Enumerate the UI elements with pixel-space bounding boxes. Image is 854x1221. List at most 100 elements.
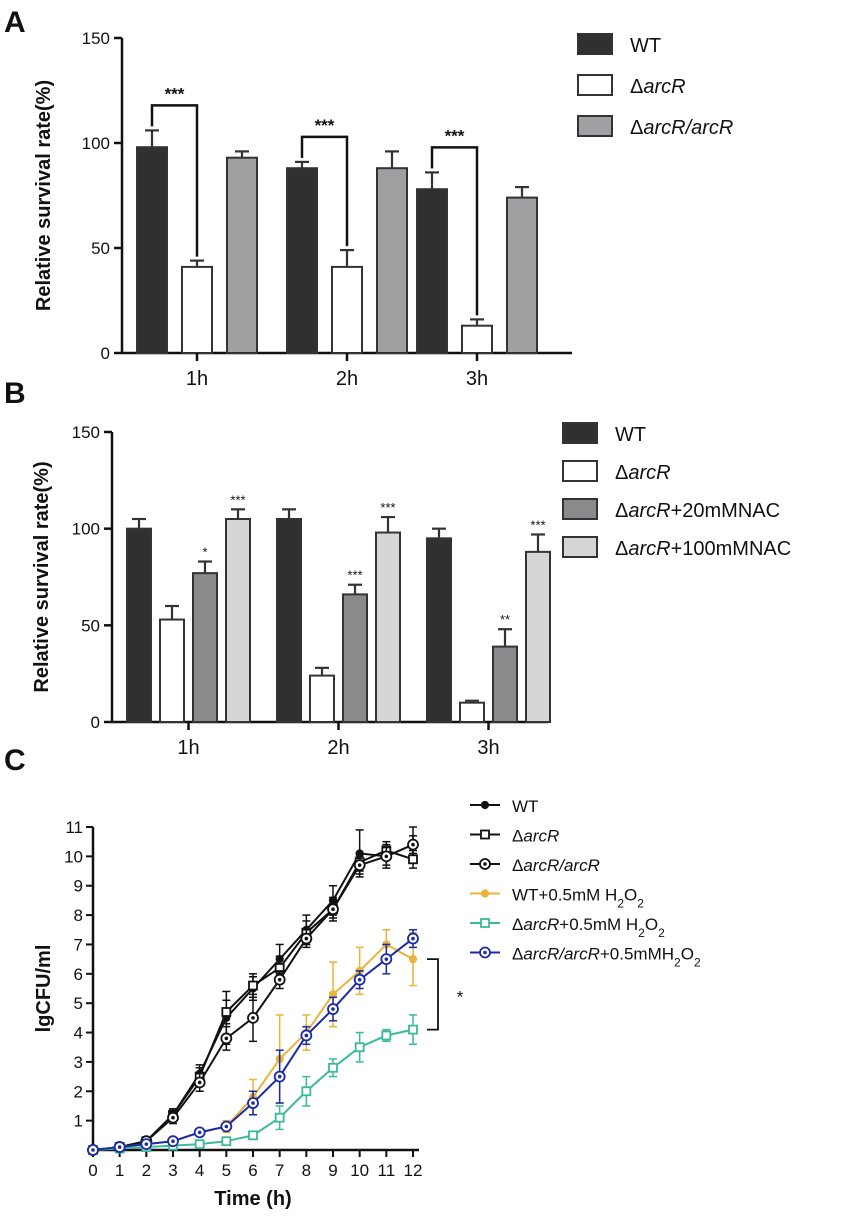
panel-c-x-tick-label: 8 xyxy=(302,1161,311,1180)
panel-b-legend-label-plain: Δ xyxy=(615,538,628,560)
panel-letter-c: C xyxy=(4,744,26,777)
panel-c-legend-label: ΔarcR xyxy=(512,827,559,846)
panel-c-data-point xyxy=(248,1130,258,1141)
panel-c-x-tick-label: 0 xyxy=(88,1161,97,1180)
panel-a-bar xyxy=(286,167,318,354)
panel-c-legend-label-italic: arcR xyxy=(523,827,559,846)
panel-b-legend-label-plain: Δ xyxy=(615,500,628,522)
panel-c-legend-sub: 2 xyxy=(694,956,701,970)
panel-c-legend-label-plain: Δ xyxy=(512,945,523,964)
panel-c-legend-marker xyxy=(480,829,490,840)
panel-b-legend-label-italic: arcR xyxy=(628,500,670,522)
panel-c-x-axis-label: Time (h) xyxy=(214,1188,291,1210)
panel-b-x-tick-label: 1h xyxy=(177,737,199,759)
panel-b-legend-label: ΔarcR xyxy=(615,462,671,484)
panel-a-y-tick-label: 100 xyxy=(82,134,110,153)
panel-c-data-point-center xyxy=(251,1016,255,1020)
panel-a-bar xyxy=(181,265,213,354)
panel-c-data-point-center xyxy=(197,1130,202,1135)
panel-c-legend-sub: 2 xyxy=(637,897,644,911)
panel-c-x-tick-label: 4 xyxy=(195,1161,204,1180)
panel-c-x-tick-label: 11 xyxy=(378,1161,396,1180)
panel-b-legend-label-plain: Δ xyxy=(615,462,628,484)
panel-a-significance-label: *** xyxy=(315,116,335,135)
panel-c-x-tick-label: 5 xyxy=(222,1161,231,1180)
chart-panel-b: Relative survival rate(%)050100150****1h… xyxy=(31,422,791,759)
panel-c-legend-label-plain: WT xyxy=(512,797,538,816)
panel-b-legend-label: ΔarcR+100mMNAC xyxy=(615,538,791,560)
panel-c-data-point-center xyxy=(331,1007,335,1011)
panel-c-y-tick-label: 4 xyxy=(74,1024,83,1043)
panel-b-legend-label: ΔarcR+20mMNAC xyxy=(615,500,780,522)
panel-c-legend-label: ΔarcR/arcR+0.5mMH2O2 xyxy=(512,945,701,970)
panel-a-y-axis-label: Relative survival rate(%) xyxy=(33,80,55,311)
panel-c-data-point-center xyxy=(304,936,309,941)
panel-c-data-point xyxy=(274,1112,285,1123)
panel-c-y-tick-label: 8 xyxy=(74,906,83,925)
panel-c-legend-label: ΔarcR/arcR xyxy=(512,856,600,875)
panel-c-data-point-center xyxy=(411,936,415,941)
panel-a-legend-label: ΔarcR/arcR xyxy=(630,117,733,139)
panel-c-y-tick-label: 9 xyxy=(74,877,83,896)
panel-a-bar xyxy=(331,265,363,354)
panel-c-data-point xyxy=(381,1030,392,1041)
panel-c-significance-label: * xyxy=(457,987,464,1006)
panel-c-x-tick-label: 9 xyxy=(328,1161,337,1180)
panel-c-data-point-center xyxy=(277,1074,282,1079)
panel-c-legend-label-plain: WT+0.5mM H xyxy=(512,886,617,905)
panel-b-y-tick-label: 50 xyxy=(81,616,100,635)
panel-c-x-tick-label: 2 xyxy=(142,1161,151,1180)
panel-c-legend-sub: 2 xyxy=(617,897,624,911)
panel-c-significance-bracket xyxy=(427,958,439,1031)
panel-a-significance-bracket xyxy=(150,104,199,257)
panel-b-x-tick-label: 2h xyxy=(327,737,349,759)
panel-b-legend-swatch xyxy=(562,422,598,444)
panel-a-bar xyxy=(376,167,408,354)
panel-letter-a: A xyxy=(4,6,26,39)
panel-b-legend-label-italic: arcR xyxy=(628,462,670,484)
panel-a-x-tick-label: 2h xyxy=(336,368,358,390)
panel-c-legend-label: WT xyxy=(512,797,538,816)
panel-b-legend-label-italic: arcR xyxy=(628,538,670,560)
panel-a-legend-label: WT xyxy=(630,35,661,57)
panel-c-legend-sub: 2 xyxy=(674,956,681,970)
panel-b-legend-swatch xyxy=(562,460,598,482)
panel-a-x-tick-label: 1h xyxy=(186,368,208,390)
panel-c-data-point xyxy=(408,854,418,865)
panel-c-x-tick-label: 7 xyxy=(275,1161,284,1180)
panel-b-significance-label: ** xyxy=(500,612,510,627)
panel-c-legend-marker xyxy=(480,918,490,928)
panel-c-y-tick-label: 11 xyxy=(65,818,83,837)
panel-c-x-tick-label: 1 xyxy=(115,1161,124,1180)
panel-c-legend-marker-center xyxy=(483,862,487,866)
panel-c-data-point-center xyxy=(304,1033,309,1038)
panel-b-bar xyxy=(426,537,452,723)
chart-panel-a: Relative survival rate(%) 0 50 100 150 1h 2h 3h… xyxy=(33,29,733,390)
panel-c-data-point-center xyxy=(357,977,362,982)
panel-b-y-axis-label: Relative survival rate(%) xyxy=(31,461,53,692)
panel-c-x-tick-label: 3 xyxy=(168,1161,177,1180)
panel-a-bar xyxy=(461,324,493,355)
panel-c-data-point xyxy=(221,1136,232,1147)
panel-c-legend-label-plain: Δ xyxy=(512,856,523,875)
panel-c-data-point-center xyxy=(357,863,362,867)
panel-c-data-point-center xyxy=(384,957,389,961)
panel-c-data-point-center xyxy=(277,977,282,982)
panel-c-data-point xyxy=(328,1062,338,1073)
panel-c-legend-label-suffix: +0.5mMH xyxy=(600,945,674,964)
panel-b-bar xyxy=(192,572,218,724)
panel-b-legend-label-suffix: +20mMNAC xyxy=(671,500,780,522)
panel-c-x-tick-label: 6 xyxy=(248,1161,257,1180)
panel-c-data-point xyxy=(194,1139,205,1150)
panel-a-bar xyxy=(506,196,538,354)
panel-b-legend-swatch xyxy=(562,536,598,558)
panel-a-y-tick-label: 150 xyxy=(82,29,110,48)
panel-b-bar xyxy=(276,518,302,723)
panel-c-legend-marker xyxy=(480,800,490,810)
panel-b-x-tick-label: 3h xyxy=(477,737,499,759)
panel-c-data-point-center xyxy=(171,1139,175,1143)
panel-a-legend-label-italic: arcR xyxy=(643,76,685,98)
panel-letter-b: B xyxy=(4,377,26,410)
panel-b-significance-label: * xyxy=(202,545,207,560)
panel-c-data-point-center xyxy=(224,1124,229,1129)
